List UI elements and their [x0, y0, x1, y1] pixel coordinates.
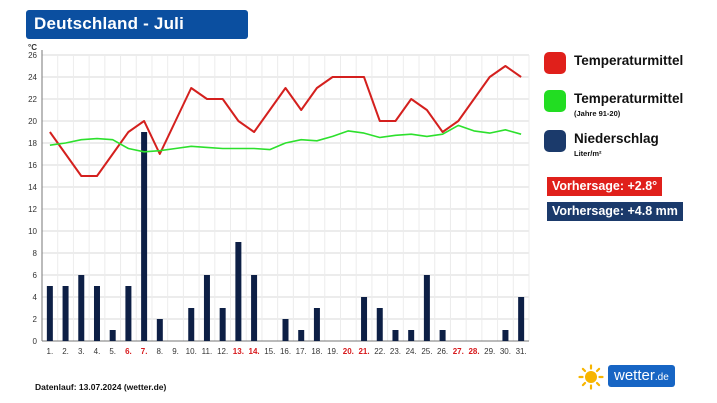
precipitation-bar [502, 330, 509, 341]
brand-logo: wetter.de [578, 362, 693, 390]
x-tick-label: 9. [172, 347, 179, 356]
x-tick-label: 20. [343, 347, 354, 356]
legend-label-temperature-normal: Temperaturmittel [574, 91, 684, 106]
precipitation-bar [62, 286, 69, 341]
x-tick-label: 5. [109, 347, 116, 356]
precipitation-bar [78, 275, 85, 341]
precipitation-bar [251, 275, 258, 341]
legend-swatch-temperature-normal [544, 90, 566, 112]
x-tick-label: 10. [186, 347, 197, 356]
temperature-normal-line [49, 124, 522, 153]
x-tick-label: 30. [500, 347, 511, 356]
precipitation-bar [219, 308, 226, 341]
sun-icon [578, 364, 604, 390]
precipitation-bar [46, 286, 53, 341]
precipitation-bar [188, 308, 195, 341]
precipitation-bar [392, 330, 399, 341]
brand-wordmark: wetter.de [608, 365, 675, 387]
legend-swatch-precipitation [544, 130, 566, 152]
y-tick-label: 22 [28, 95, 37, 104]
title-banner: Deutschland - Juli [26, 10, 248, 39]
y-unit-label: °C [28, 43, 37, 52]
y-tick-label: 12 [28, 205, 37, 214]
precipitation-bar [408, 330, 415, 341]
precipitation-bar [376, 308, 383, 341]
temperature-line [49, 65, 522, 177]
forecast-temperature-badge: Vorhersage: +2.8° [547, 177, 663, 196]
precipitation-bar [361, 297, 368, 341]
y-tick-label: 14 [28, 183, 37, 192]
y-tick-label: 20 [28, 117, 37, 126]
x-tick-label: 18. [311, 347, 322, 356]
legend-sublabel-temperature-normal: (Jahre 91-20) [574, 109, 621, 118]
x-tick-label: 27. [453, 347, 464, 356]
x-tick-label: 31. [516, 347, 527, 356]
precipitation-bar [423, 275, 430, 341]
x-tick-label: 23. [390, 347, 401, 356]
page-title: Deutschland - Juli [34, 14, 185, 33]
y-tick-label: 18 [28, 139, 37, 148]
precipitation-bar [313, 308, 320, 341]
legend-sublabel-precipitation: Liter/m² [574, 149, 602, 158]
y-tick-label: 16 [28, 161, 37, 170]
brand-name: wetter [614, 367, 655, 384]
forecast-precipitation-badge: Vorhersage: +4.8 mm [547, 202, 683, 221]
precipitation-bar [109, 330, 116, 341]
x-tick-label: 2. [62, 347, 69, 356]
data-run-note: Datenlauf: 13.07.2024 (wetter.de) [35, 382, 167, 392]
x-tick-label: 14. [249, 347, 260, 356]
x-tick-label: 15. [264, 347, 275, 356]
x-tick-label: 26. [437, 347, 448, 356]
x-tick-label: 8. [156, 347, 163, 356]
precipitation-bar [518, 297, 525, 341]
precipitation-bar [156, 319, 163, 341]
x-tick-label: 3. [78, 347, 85, 356]
x-tick-label: 28. [468, 347, 479, 356]
y-tick-label: 4 [33, 293, 38, 302]
precipitation-bar [125, 286, 132, 341]
y-tick-label: 2 [33, 315, 38, 324]
precipitation-bar [141, 132, 148, 341]
x-tick-label: 19. [327, 347, 338, 356]
x-tick-label: 29. [484, 347, 495, 356]
x-tick-label: 21. [358, 347, 369, 356]
y-tick-label: 26 [28, 51, 37, 60]
x-tick-label: 6. [125, 347, 132, 356]
legend-label-precipitation: Niederschlag [574, 131, 659, 146]
precipitation-bar [282, 319, 289, 341]
precipitation-bar [203, 275, 210, 341]
precipitation-bar [235, 242, 242, 341]
y-tick-label: 0 [33, 337, 38, 346]
brand-suffix: .de [654, 372, 669, 383]
x-tick-label: 25. [421, 347, 432, 356]
precipitation-bar [298, 330, 305, 341]
y-tick-label: 10 [28, 227, 37, 236]
y-tick-label: 6 [33, 271, 38, 280]
x-tick-label: 4. [94, 347, 101, 356]
x-tick-label: 13. [233, 347, 244, 356]
y-tick-label: 24 [28, 73, 37, 82]
x-tick-label: 17. [296, 347, 307, 356]
y-tick-label: 8 [33, 249, 38, 258]
legend-swatch-temperature [544, 52, 566, 74]
x-tick-label: 7. [141, 347, 148, 356]
precipitation-bar [439, 330, 446, 341]
x-tick-label: 16. [280, 347, 291, 356]
legend-label-temperature: Temperaturmittel [574, 53, 684, 68]
x-tick-label: 22. [374, 347, 385, 356]
x-tick-label: 12. [217, 347, 228, 356]
x-tick-label: 1. [47, 347, 54, 356]
x-tick-label: 24. [406, 347, 417, 356]
x-tick-label: 11. [202, 347, 213, 356]
precipitation-bar [93, 286, 100, 341]
